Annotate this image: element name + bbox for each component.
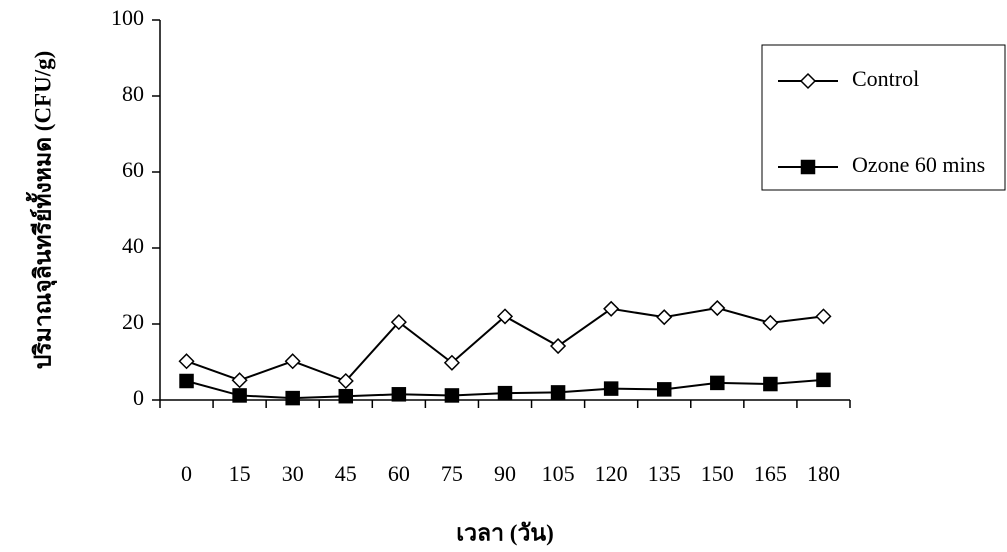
- y-tick-label: 100: [111, 5, 144, 30]
- data-point: [552, 386, 565, 399]
- x-tick-label: 90: [494, 461, 516, 486]
- data-point: [658, 383, 671, 396]
- x-tick-label: 30: [282, 461, 304, 486]
- x-tick-label: 105: [542, 461, 575, 486]
- x-axis-title: เวลา (วัน): [456, 520, 554, 545]
- data-point: [711, 376, 724, 389]
- x-tick-label: 60: [388, 461, 410, 486]
- x-tick-label: 165: [754, 461, 787, 486]
- data-point: [499, 387, 512, 400]
- data-point: [710, 301, 724, 315]
- x-tick-label: 150: [701, 461, 734, 486]
- chart: เวลา (วัน) ปริมาณจุลินทรีย์ทั้งหมด (CFU/…: [0, 0, 1007, 552]
- data-point: [551, 339, 565, 353]
- x-tick-label: 0: [181, 461, 192, 486]
- y-tick-label: 40: [122, 233, 144, 258]
- y-axis-title: ปริมาณจุลินทรีย์ทั้งหมด (CFU/g): [25, 51, 57, 370]
- y-tick-label: 0: [133, 385, 144, 410]
- x-tick-label: 135: [648, 461, 681, 486]
- data-point: [657, 310, 671, 324]
- data-point: [286, 392, 299, 405]
- data-point: [392, 388, 405, 401]
- x-tick-label: 45: [335, 461, 357, 486]
- data-point: [180, 354, 194, 368]
- data-point: [817, 373, 830, 386]
- data-point: [180, 375, 193, 388]
- x-tick-label: 15: [229, 461, 251, 486]
- data-point: [445, 389, 458, 402]
- legend-marker: [802, 161, 815, 174]
- x-tick-label: 120: [595, 461, 628, 486]
- data-point: [604, 302, 618, 316]
- data-point: [233, 389, 246, 402]
- x-tick-label: 180: [807, 461, 840, 486]
- data-point: [286, 354, 300, 368]
- data-point: [763, 316, 777, 330]
- data-point: [233, 373, 247, 387]
- x-tick-label: 75: [441, 461, 463, 486]
- data-point: [764, 378, 777, 391]
- data-point: [605, 382, 618, 395]
- data-point: [816, 309, 830, 323]
- data-point: [339, 390, 352, 403]
- y-tick-label: 20: [122, 309, 144, 334]
- legend-label: Ozone 60 mins: [852, 152, 985, 177]
- y-tick-label: 80: [122, 81, 144, 106]
- y-tick-label: 60: [122, 157, 144, 182]
- legend-label: Control: [852, 66, 919, 91]
